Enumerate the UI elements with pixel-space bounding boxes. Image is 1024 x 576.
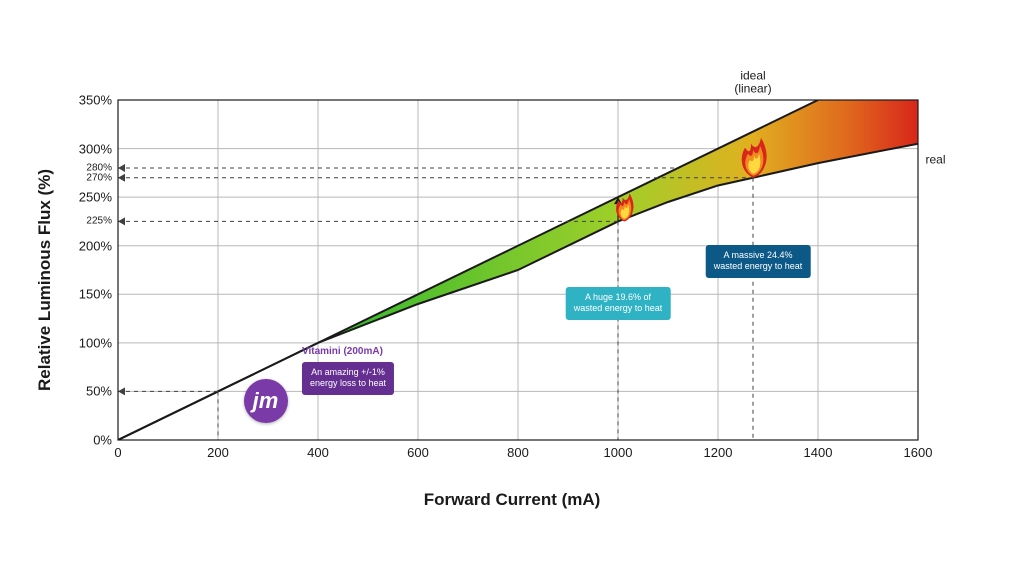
callout-body: A huge 19.6% ofwasted energy to heat bbox=[574, 292, 663, 315]
chart-container: Relative Luminous Flux (%) Forward Curre… bbox=[0, 0, 1024, 576]
y-tick-label: 0% bbox=[93, 433, 112, 448]
y-tick-label: 150% bbox=[79, 287, 112, 302]
x-tick-label: 400 bbox=[307, 445, 329, 460]
y-tick-label: 100% bbox=[79, 335, 112, 350]
callout-mid: A huge 19.6% ofwasted energy to heat bbox=[566, 287, 671, 320]
y-tick-label: 50% bbox=[86, 384, 112, 399]
y-tick-label: 350% bbox=[79, 93, 112, 108]
x-tick-label: 1000 bbox=[604, 445, 633, 460]
ideal-line-label: ideal (linear) bbox=[734, 70, 771, 96]
callout-headline: Vitamini (200mA) bbox=[302, 346, 383, 359]
y-tick-label: 200% bbox=[79, 238, 112, 253]
brand-logo-icon: jm bbox=[244, 379, 288, 423]
y-tick-label: 250% bbox=[79, 190, 112, 205]
y-ref-tick-label: 280% bbox=[86, 163, 112, 174]
x-tick-label: 600 bbox=[407, 445, 429, 460]
callout-vitamini: Vitamini (200mA)An amazing +/-1%energy l… bbox=[302, 362, 394, 395]
x-axis-title: Forward Current (mA) bbox=[0, 490, 1024, 510]
callout-body: A massive 24.4%wasted energy to heat bbox=[714, 250, 803, 273]
callout-high: A massive 24.4%wasted energy to heat bbox=[706, 245, 811, 278]
y-ref-tick-label: 270% bbox=[86, 172, 112, 183]
callout-body: An amazing +/-1%energy loss to heat bbox=[310, 367, 386, 390]
x-tick-label: 0 bbox=[114, 445, 121, 460]
x-tick-label: 1200 bbox=[704, 445, 733, 460]
real-line-label: real bbox=[925, 153, 945, 166]
y-tick-label: 300% bbox=[79, 141, 112, 156]
x-tick-label: 1600 bbox=[904, 445, 933, 460]
x-tick-label: 1400 bbox=[804, 445, 833, 460]
x-tick-label: 800 bbox=[507, 445, 529, 460]
y-ref-tick-label: 225% bbox=[86, 216, 112, 227]
y-axis-title: Relative Luminous Flux (%) bbox=[35, 169, 55, 391]
x-tick-label: 200 bbox=[207, 445, 229, 460]
